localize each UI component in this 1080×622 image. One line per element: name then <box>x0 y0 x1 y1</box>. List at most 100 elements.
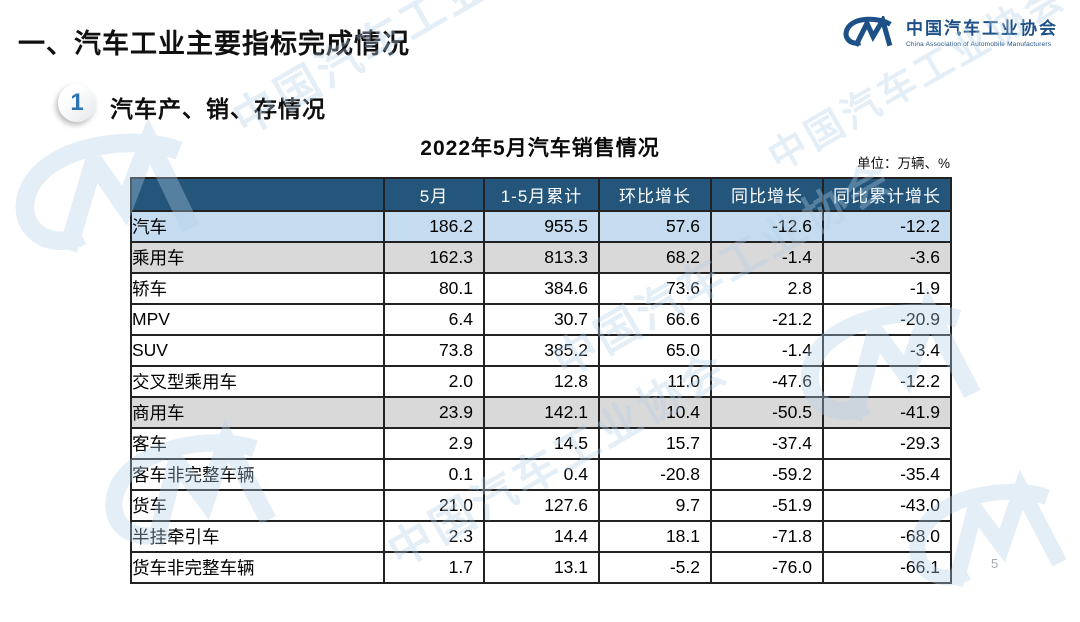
value-cell: -5.2 <box>598 551 712 584</box>
value-cell: 384.6 <box>483 272 600 305</box>
value-cell: -1.4 <box>710 334 824 367</box>
value-cell: -3.4 <box>822 334 952 367</box>
row-label: 商用车 <box>130 396 385 429</box>
unit-note: 单位：万辆、% <box>856 156 950 171</box>
table-row: 轿车 80.1 384.6 73.6 2.8 -1.9 <box>130 272 952 305</box>
table-row: 客车 2.9 14.5 15.7 -37.4 -29.3 <box>130 427 952 460</box>
value-cell: -20.8 <box>598 458 712 491</box>
value-cell: 0.4 <box>483 458 600 491</box>
section-title: 汽车产、销、存情况 <box>110 96 326 122</box>
value-cell: 162.3 <box>383 241 485 274</box>
value-cell: 2.9 <box>383 427 485 460</box>
table-header-row: 5月 1-5月累计 环比增长 同比增长 同比累计增长 <box>130 177 952 212</box>
row-label: 客车非完整车辆 <box>130 458 385 491</box>
value-cell: 80.1 <box>383 272 485 305</box>
value-cell: 2.3 <box>383 520 485 553</box>
value-cell: 14.5 <box>483 427 600 460</box>
value-cell: -59.2 <box>710 458 824 491</box>
value-cell: -41.9 <box>822 396 952 429</box>
value-cell: 65.0 <box>598 334 712 367</box>
row-label: 汽车 <box>130 210 385 243</box>
value-cell: -21.2 <box>710 303 824 336</box>
value-cell: 21.0 <box>383 489 485 522</box>
row-label: 货车非完整车辆 <box>130 551 385 584</box>
table-row: 货车 21.0 127.6 9.7 -51.9 -43.0 <box>130 489 952 522</box>
value-cell: 18.1 <box>598 520 712 553</box>
row-label: 轿车 <box>130 272 385 305</box>
value-cell: 127.6 <box>483 489 600 522</box>
row-label: 半挂牵引车 <box>130 520 385 553</box>
value-cell: -20.9 <box>822 303 952 336</box>
value-cell: -51.9 <box>710 489 824 522</box>
table-row: 半挂牵引车 2.3 14.4 18.1 -71.8 -68.0 <box>130 520 952 553</box>
logo-text: 中国汽车工业协会 China Association of Automobile… <box>906 14 1058 48</box>
value-cell: -12.2 <box>822 365 952 398</box>
column-header: 同比增长 <box>710 177 824 212</box>
value-cell: -35.4 <box>822 458 952 491</box>
row-label: SUV <box>130 334 385 367</box>
section-number-badge: 1 <box>58 84 96 122</box>
table-row: MPV 6.4 30.7 66.6 -21.2 -20.9 <box>130 303 952 336</box>
value-cell: 57.6 <box>598 210 712 243</box>
table-row: 汽车 186.2 955.5 57.6 -12.6 -12.2 <box>130 210 952 243</box>
value-cell: -3.6 <box>822 241 952 274</box>
logo-name-en: China Association of Automobile Manufact… <box>906 41 1052 48</box>
value-cell: -47.6 <box>710 365 824 398</box>
slide: 一、汽车工业主要指标完成情况 中国汽车工业协会 China Associatio… <box>0 0 1074 607</box>
sales-table: 5月 1-5月累计 环比增长 同比增长 同比累计增长 汽车 186.2 955.5 57.6-… <box>130 177 952 584</box>
value-cell: 1.7 <box>383 551 485 584</box>
value-cell: -50.5 <box>710 396 824 429</box>
table-row: SUV 73.8 385.2 65.0 -1.4 -3.4 <box>130 334 952 367</box>
column-header: 环比增长 <box>598 177 712 212</box>
value-cell: 11.0 <box>598 365 712 398</box>
value-cell: 13.1 <box>483 551 600 584</box>
logo-name-cn: 中国汽车工业协会 <box>906 19 1058 38</box>
table-row: 交叉型乘用车 2.0 12.8 11.0 -47.6 -12.2 <box>130 365 952 398</box>
page-number: 5 <box>991 556 999 571</box>
row-label: MPV <box>130 303 385 336</box>
value-cell: -12.6 <box>710 210 824 243</box>
value-cell: -71.8 <box>710 520 824 553</box>
value-cell: 385.2 <box>483 334 600 367</box>
value-cell: 10.4 <box>598 396 712 429</box>
caam-logo: 中国汽车工业协会 China Association of Automobile… <box>841 14 1058 50</box>
value-cell: 0.1 <box>383 458 485 491</box>
value-cell: -12.2 <box>822 210 952 243</box>
value-cell: -43.0 <box>822 489 952 522</box>
row-label: 乘用车 <box>130 241 385 274</box>
cm-logo-icon <box>841 16 897 50</box>
corner-header-cell <box>130 177 385 212</box>
table-row: 商用车 23.9 142.1 10.4 -50.5 -41.9 <box>130 396 952 429</box>
value-cell: -68.0 <box>822 520 952 553</box>
value-cell: 142.1 <box>483 396 600 429</box>
column-header: 5月 <box>383 177 485 212</box>
column-header: 1-5月累计 <box>483 177 600 212</box>
value-cell: -76.0 <box>710 551 824 584</box>
value-cell: -1.9 <box>822 272 952 305</box>
value-cell: 9.7 <box>598 489 712 522</box>
value-cell: 15.7 <box>598 427 712 460</box>
value-cell: 955.5 <box>483 210 600 243</box>
value-cell: 12.8 <box>483 365 600 398</box>
value-cell: 68.2 <box>598 241 712 274</box>
table-row: 乘用车 162.3 813.3 68.2 -1.4 -3.6 <box>130 241 952 274</box>
row-label: 客车 <box>130 427 385 460</box>
row-label: 交叉型乘用车 <box>130 365 385 398</box>
value-cell: 813.3 <box>483 241 600 274</box>
page-title: 一、汽车工业主要指标完成情况 <box>18 29 410 59</box>
table-row: 客车非完整车辆 0.1 0.4 -20.8 -59.2 -35.4 <box>130 458 952 491</box>
value-cell: 66.6 <box>598 303 712 336</box>
value-cell: 30.7 <box>483 303 600 336</box>
value-cell: 6.4 <box>383 303 485 336</box>
value-cell: 2.8 <box>710 272 824 305</box>
value-cell: -37.4 <box>710 427 824 460</box>
table-title: 2022年5月汽车销售情况 <box>420 137 660 160</box>
column-header: 同比累计增长 <box>822 177 952 212</box>
value-cell: -29.3 <box>822 427 952 460</box>
value-cell: 2.0 <box>383 365 485 398</box>
row-label: 货车 <box>130 489 385 522</box>
value-cell: -66.1 <box>822 551 952 584</box>
value-cell: 14.4 <box>483 520 600 553</box>
value-cell: 23.9 <box>383 396 485 429</box>
value-cell: -1.4 <box>710 241 824 274</box>
